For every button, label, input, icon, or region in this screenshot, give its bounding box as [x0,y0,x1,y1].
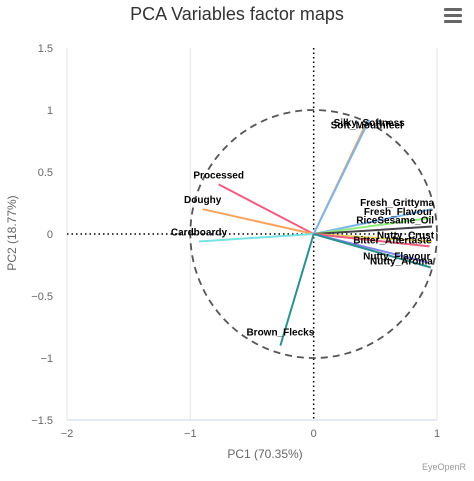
label-silky-softness: Silky_Softness [334,118,406,129]
credit-label: EyeOpenR [421,462,466,472]
y-axis-title: PC2 (18.77%) [5,195,19,270]
vector-ricesesame-oil [313,225,433,235]
correlation-circle [189,109,438,359]
label-soft-mouthfeel: Soft_Mouthfeel [331,120,403,131]
label-cardboardy: Cardboardy [171,227,228,238]
vector-doughy [202,208,314,235]
vector-cardboardy [198,233,314,243]
vector-fresh-flavour [313,216,431,235]
x-axis-title: PC1 (70.35%) [227,447,302,461]
x-tick-label: 1 [434,428,440,440]
chart-title: PCA Variables factor maps [130,4,344,24]
menu-bar [444,20,462,23]
label-fresh-grittyma: Fresh_Grittyma [360,198,434,209]
label-doughy: Doughy [184,195,222,206]
label-nutty-flavour: Nutty_Flavour [363,252,430,263]
vector-processed [218,183,315,235]
y-tick-label: 1 [47,105,53,117]
y-tick-label: −1.5 [31,415,53,427]
x-tick-label: 0 [311,428,317,440]
label-nutty-aroma: Nutty_Aroma [370,256,433,267]
label-brown-flecks: Brown_Flecks [246,328,314,339]
y-tick-label: −1 [40,353,53,365]
menu-bar [444,14,462,17]
label-fresh-flavour: Fresh_Flavour [364,207,433,218]
label-ricesesame-oil: RiceSesame_Oil [356,216,434,227]
vector-brown-flecks [279,233,315,346]
x-tick-label: −2 [61,428,74,440]
x-tick-label: −1 [184,428,197,440]
y-tick-label: 0.5 [38,167,53,179]
vector-silky-softness [312,119,371,235]
vector-bitter-aftertaste [313,233,430,248]
hamburger-menu-icon[interactable] [444,8,462,24]
label-bitter-aftertaste: Bitter_Aftertaste [353,235,432,246]
y-tick-label: −0.5 [31,291,53,303]
vector-fresh-grittyma [313,208,433,235]
menu-bar [444,8,462,11]
label-processed: Processed [193,170,244,181]
label-nutty-crust: Nutty_Crust [377,230,435,241]
y-tick-label: 0 [47,229,53,241]
vector-nutty-aroma [313,233,432,269]
correlation-circle-outline [189,109,438,359]
variable-vectors [198,119,433,346]
y-tick-label: 1.5 [38,43,53,55]
